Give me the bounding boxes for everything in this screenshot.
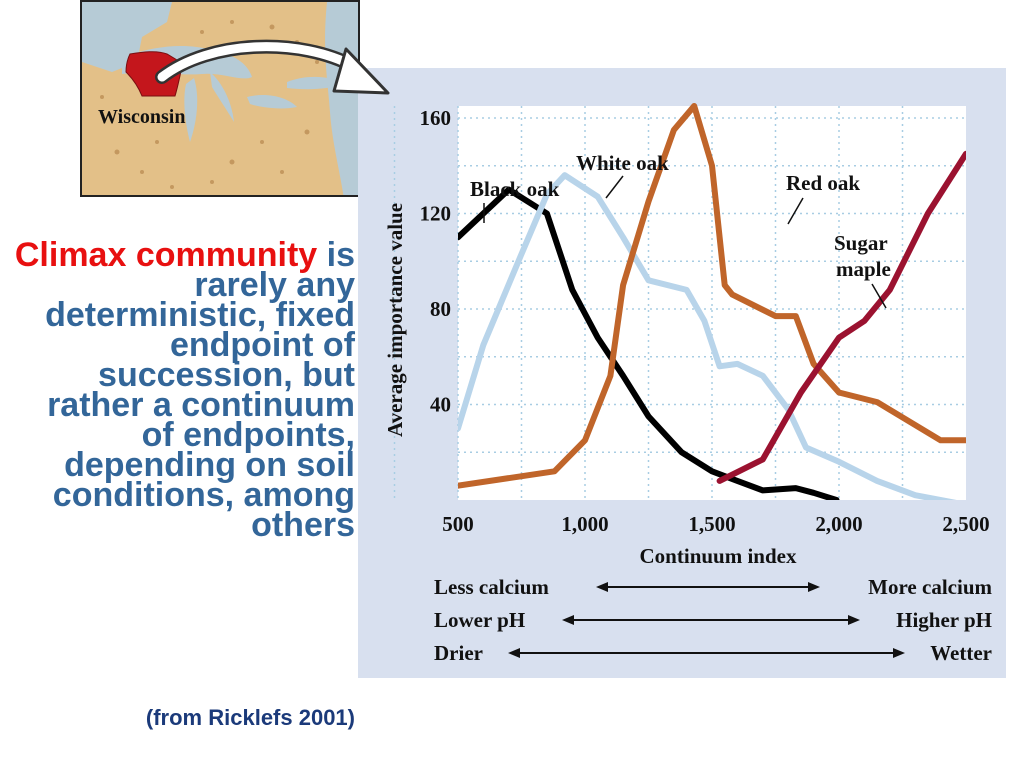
caption-source: (from Ricklefs 2001) bbox=[145, 705, 355, 730]
x-tick-label: 1,500 bbox=[688, 512, 735, 536]
gradient-ph-left: Lower pH bbox=[434, 608, 525, 632]
map-label: Wisconsin bbox=[98, 106, 186, 128]
y-axis-ticks: 40 80 120 160 bbox=[420, 106, 452, 417]
leader-white-oak bbox=[605, 175, 624, 199]
label-sugar-maple-line2: maple bbox=[836, 257, 891, 281]
x-axis-title: Continuum index bbox=[640, 544, 797, 568]
y-tick-label: 160 bbox=[420, 106, 452, 130]
gradient-arrowhead-right bbox=[808, 582, 820, 592]
curved-arrow-icon bbox=[155, 39, 390, 95]
gradient-arrowhead-left bbox=[562, 615, 574, 625]
y-tick-label: 120 bbox=[420, 201, 452, 225]
wisconsin-map: Wisconsin bbox=[80, 0, 360, 197]
label-sugar-maple-line1: Sugar bbox=[834, 231, 888, 255]
x-axis-ticks: 500 1,000 1,500 2,000 2,500 bbox=[442, 512, 989, 536]
label-black-oak: Black oak bbox=[470, 177, 560, 201]
caption-text: is rarely any deterministic, fixed endpo… bbox=[45, 236, 355, 544]
gradient-ph-right: Higher pH bbox=[896, 608, 992, 632]
y-axis-title: Average importance value bbox=[383, 203, 407, 437]
x-tick-label: 500 bbox=[442, 512, 474, 536]
gradient-row-calcium: Less calcium More calcium bbox=[434, 575, 992, 599]
gradient-arrowhead-right bbox=[848, 615, 860, 625]
gradient-arrowhead-left bbox=[508, 648, 520, 658]
series-line-red-oak bbox=[458, 103, 966, 489]
series-lines bbox=[458, 103, 966, 500]
label-white-oak: White oak bbox=[576, 151, 669, 175]
gradient-calcium-left: Less calcium bbox=[434, 575, 549, 599]
importance-value-chart: 40 80 120 160 500 1,000 1,500 2,000 2,500 Avera… bbox=[383, 103, 992, 665]
caption: Climax community is rarely any determini… bbox=[10, 238, 355, 542]
gradient-moisture-right: Wetter bbox=[930, 641, 992, 665]
series-line-white-oak bbox=[458, 172, 957, 500]
x-tick-label: 1,000 bbox=[561, 512, 608, 536]
y-tick-label: 80 bbox=[430, 297, 451, 321]
x-tick-label: 2,500 bbox=[942, 512, 989, 536]
leader-red-oak bbox=[787, 197, 804, 225]
caption-highlight: Climax community bbox=[14, 236, 318, 274]
x-tick-label: 2,000 bbox=[815, 512, 862, 536]
gradient-row-moisture: Drier Wetter bbox=[434, 641, 992, 665]
gradient-calcium-right: More calcium bbox=[868, 575, 992, 599]
series-line-black-oak bbox=[458, 186, 840, 500]
leader-sugar-maple bbox=[871, 283, 887, 309]
gradient-row-ph: Lower pH Higher pH bbox=[434, 608, 992, 632]
gradient-moisture-left: Drier bbox=[434, 641, 483, 665]
gradient-arrows bbox=[508, 582, 905, 658]
series-line-sugar-maple bbox=[716, 150, 966, 484]
gradient-arrowhead-right bbox=[893, 648, 905, 658]
label-red-oak: Red oak bbox=[786, 171, 860, 195]
y-tick-label: 40 bbox=[430, 392, 451, 416]
gradient-arrowhead-left bbox=[596, 582, 608, 592]
